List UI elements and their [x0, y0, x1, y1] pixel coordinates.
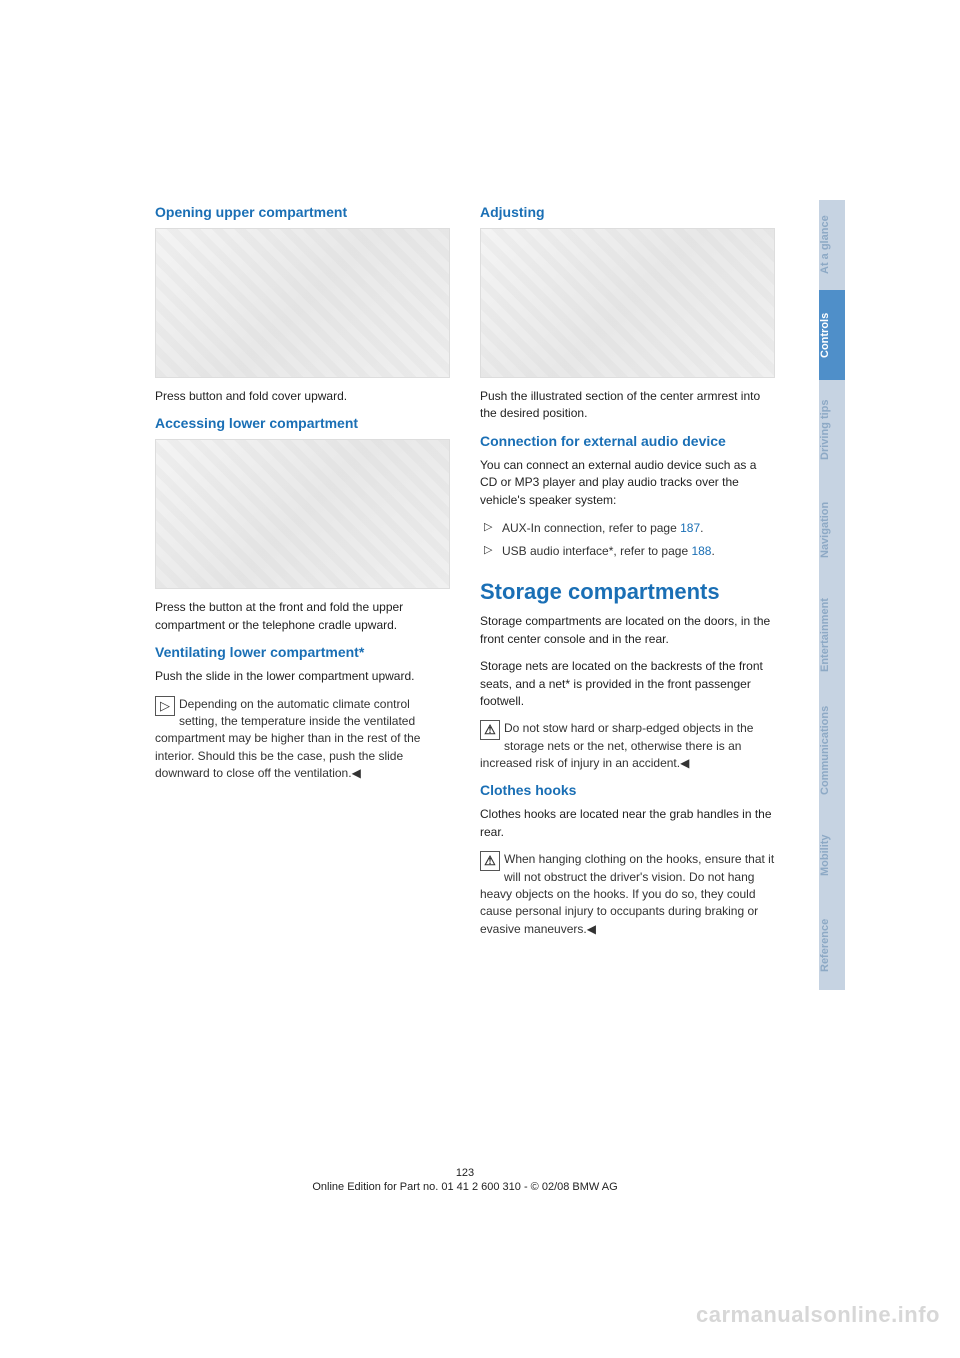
- text-connection-audio: You can connect an external audio device…: [480, 457, 775, 509]
- tab-reference[interactable]: Reference: [819, 900, 845, 990]
- right-column: Adjusting Push the illustrated section o…: [480, 200, 775, 948]
- content-area: Opening upper compartment Press button a…: [155, 200, 775, 948]
- text-storage-2: Storage nets are located on the backrest…: [480, 658, 775, 710]
- figure-accessing-lower: [155, 439, 450, 589]
- tab-driving-tips[interactable]: Driving tips: [819, 380, 845, 480]
- warning-icon: ⚠: [480, 720, 500, 740]
- tab-at-a-glance[interactable]: At a glance: [819, 200, 845, 290]
- page-link-187[interactable]: 187: [680, 521, 700, 535]
- note-ventilating: ▷ Depending on the automatic climate con…: [155, 696, 450, 783]
- heading-accessing-lower: Accessing lower compartment: [155, 415, 450, 431]
- note-clothes-hooks: ⚠ When hanging clothing on the hooks, en…: [480, 851, 775, 938]
- heading-adjusting: Adjusting: [480, 204, 775, 220]
- list-item-aux-text-b: .: [700, 521, 703, 535]
- list-item-usb-text-a: USB audio interface*, refer to page: [502, 544, 691, 558]
- figure-opening-upper: [155, 228, 450, 378]
- list-item-aux-text-a: AUX-In connection, refer to page: [502, 521, 680, 535]
- side-tabs: At a glanceControlsDriving tipsNavigatio…: [819, 200, 845, 990]
- tab-communications[interactable]: Communications: [819, 690, 845, 810]
- heading-connection-audio: Connection for external audio device: [480, 433, 775, 449]
- page-link-188[interactable]: 188: [691, 544, 711, 558]
- left-column: Opening upper compartment Press button a…: [155, 200, 450, 948]
- figure-adjusting: [480, 228, 775, 378]
- list-item-usb-text-b: .: [711, 544, 714, 558]
- tab-mobility[interactable]: Mobility: [819, 810, 845, 900]
- note-storage-text: Do not stow hard or sharp-edged objects …: [480, 721, 753, 770]
- text-storage-1: Storage compartments are located on the …: [480, 613, 775, 648]
- text-clothes-hooks: Clothes hooks are located near the grab …: [480, 806, 775, 841]
- page-footer: 123 Online Edition for Part no. 01 41 2 …: [155, 1167, 775, 1193]
- text-adjusting: Push the illustrated section of the cent…: [480, 388, 775, 423]
- note-storage: ⚠ Do not stow hard or sharp-edged object…: [480, 720, 775, 772]
- text-accessing-lower: Press the button at the front and fold t…: [155, 599, 450, 634]
- note-ventilating-text: Depending on the automatic climate contr…: [155, 697, 420, 781]
- note-clothes-hooks-text: When hanging clothing on the hooks, ensu…: [480, 852, 774, 936]
- heading-ventilating-lower: Ventilating lower compartment*: [155, 644, 450, 660]
- tab-controls[interactable]: Controls: [819, 290, 845, 380]
- page: Opening upper compartment Press button a…: [0, 0, 960, 1358]
- text-opening-upper: Press button and fold cover upward.: [155, 388, 450, 405]
- heading-storage-compartments: Storage compartments: [480, 579, 775, 605]
- tab-entertainment[interactable]: Entertainment: [819, 580, 845, 690]
- warning-icon: ⚠: [480, 851, 500, 871]
- heading-clothes-hooks: Clothes hooks: [480, 782, 775, 798]
- info-icon: ▷: [155, 696, 175, 716]
- page-number: 123: [155, 1167, 775, 1179]
- footer-line: Online Edition for Part no. 01 41 2 600 …: [312, 1181, 617, 1193]
- list-item-usb: USB audio interface*, refer to page 188.: [480, 542, 775, 561]
- text-ventilating-lower: Push the slide in the lower compartment …: [155, 668, 450, 685]
- watermark: carmanualsonline.info: [696, 1302, 940, 1328]
- list-item-aux: AUX-In connection, refer to page 187.: [480, 519, 775, 538]
- audio-list: AUX-In connection, refer to page 187. US…: [480, 519, 775, 561]
- heading-opening-upper: Opening upper compartment: [155, 204, 450, 220]
- tab-navigation[interactable]: Navigation: [819, 480, 845, 580]
